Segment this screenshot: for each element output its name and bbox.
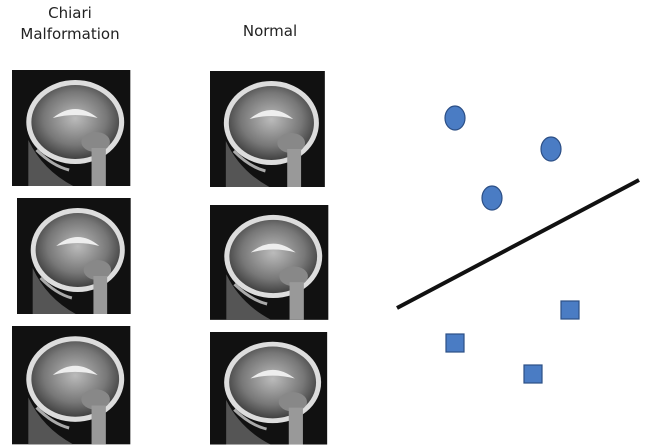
square-point — [524, 365, 542, 383]
separating-line — [397, 180, 639, 308]
figure — [0, 0, 646, 446]
mri-image — [210, 205, 328, 320]
circle-point — [482, 186, 502, 210]
mri-image — [12, 326, 130, 444]
mri-image — [210, 71, 325, 187]
circle-point — [445, 106, 465, 130]
square-point — [446, 334, 464, 352]
mri-image — [17, 198, 131, 314]
mri-image — [12, 70, 130, 186]
mri-image — [210, 332, 327, 445]
circle-point — [541, 137, 561, 161]
page: Chiari Malformation Normal — [0, 0, 646, 446]
square-point — [561, 301, 579, 319]
